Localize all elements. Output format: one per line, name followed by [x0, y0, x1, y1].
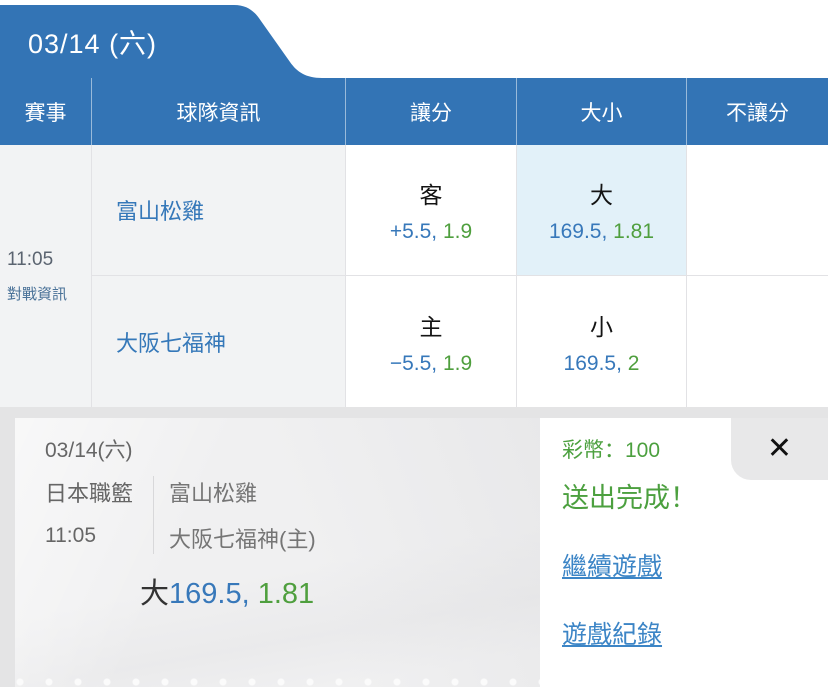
coins-label: 彩幣：100 [562, 439, 661, 462]
handicap-home-line: −5.5, [389, 351, 438, 375]
team-away: 富山松雞 [91, 145, 345, 276]
date-tab[interactable]: 03/14 (六) [28, 29, 158, 59]
over-odds: 1.81 [613, 220, 655, 243]
handicap-home-button[interactable]: 主 −5.5, 1.9 [345, 276, 516, 407]
handicap-home-odds: 1.9 [442, 351, 473, 375]
table-header: 賽事 球隊資訊 讓分 大小 不讓分 [0, 78, 828, 145]
moneyline-away-cell[interactable] [686, 145, 828, 276]
close-notch: ✕ [731, 418, 828, 480]
team-home: 大阪七福神 [91, 276, 345, 407]
over-values: 169.5, 1.81 [549, 220, 654, 244]
handicap-home-values: −5.5, 1.9 [390, 352, 472, 376]
slip-home-team: 大阪七福神(主) [169, 527, 316, 552]
under-button[interactable]: 小 169.5, 2 [516, 276, 686, 407]
close-icon[interactable]: ✕ [766, 432, 793, 465]
table-body: 11:05 對戰資訊 富山松雞 客 +5.5, 1.9 大 169.5, 1.8… [0, 145, 828, 407]
over-side: 大 [590, 182, 613, 208]
moneyline-home-cell[interactable] [686, 276, 828, 407]
slip-pick: 大169.5, 1.81 [140, 570, 540, 612]
header-handicap: 讓分 [345, 78, 516, 145]
slip-away-team: 富山松雞 [169, 481, 258, 506]
slip-pick-label: 大 [140, 578, 170, 610]
bet-result-panel: ✕ 彩幣：100 送出完成！ 繼續遊戲 遊戲紀錄 [540, 418, 828, 687]
game-history-link[interactable]: 遊戲紀錄 [562, 621, 663, 649]
handicap-away-button[interactable]: 客 +5.5, 1.9 [345, 145, 516, 276]
slip-teams: 富山松雞 大阪七福神(主) [153, 476, 316, 554]
bet-slip-area: 03/14(六) 日本職籃 11:05 富山松雞 大阪七福神(主) 大169.5… [0, 418, 828, 687]
header-event: 賽事 [24, 101, 67, 125]
bet-slip-ticket: 03/14(六) 日本職籃 11:05 富山松雞 大阪七福神(主) 大169.5… [15, 418, 540, 687]
date-tab-shape [0, 5, 322, 78]
background-band [0, 407, 828, 418]
odds-grid: 富山松雞 客 +5.5, 1.9 大 169.5, 1.81 大阪七福神 主 −… [91, 145, 828, 407]
over-line: 169.5, [548, 220, 608, 243]
slip-pick-odds: 1.81 [257, 578, 315, 610]
slip-time: 11:05 [45, 524, 96, 547]
handicap-away-values: +5.5, 1.9 [390, 220, 472, 244]
submit-status: 送出完成！ [562, 483, 697, 513]
under-side: 小 [590, 313, 613, 340]
slip-date: 03/14(六) [45, 439, 133, 462]
slip-info: 日本職籃 11:05 富山松雞 大阪七福神(主) [45, 476, 540, 554]
date-tab-row: 03/14 (六) [0, 0, 828, 78]
under-odds: 2 [627, 351, 640, 375]
under-values: 169.5, 2 [564, 352, 640, 376]
slip-league: 日本職籃 [45, 481, 134, 506]
match-info-link[interactable]: 對戰資訊 [7, 285, 68, 303]
header-over-under: 大小 [516, 78, 686, 145]
header-moneyline: 不讓分 [686, 78, 828, 145]
over-button-selected[interactable]: 大 169.5, 1.81 [516, 145, 686, 276]
event-time: 11:05 [7, 248, 54, 270]
under-line: 169.5, [563, 351, 622, 375]
handicap-away-side: 客 [419, 182, 443, 208]
header-team-info: 球隊資訊 [91, 78, 345, 145]
continue-game-link[interactable]: 繼續遊戲 [562, 553, 663, 581]
event-cell: 11:05 對戰資訊 [0, 145, 91, 407]
handicap-away-odds: 1.9 [442, 220, 473, 243]
slip-meta: 日本職籃 11:05 [45, 476, 153, 554]
slip-pick-line: 169.5, [169, 578, 258, 610]
handicap-home-side: 主 [419, 313, 443, 340]
handicap-away-line: +5.5, [389, 220, 438, 243]
